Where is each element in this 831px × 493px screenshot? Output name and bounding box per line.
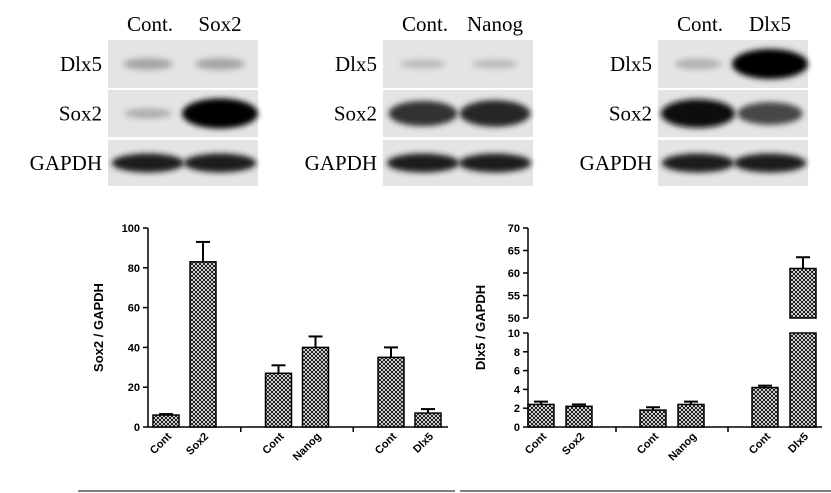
bar	[565, 405, 593, 428]
band	[661, 153, 735, 173]
band	[124, 108, 172, 119]
y-tick-label: 50	[508, 313, 520, 325]
band	[733, 153, 807, 173]
x-tick-label: Cont	[523, 430, 549, 456]
band	[674, 58, 722, 70]
band	[388, 100, 458, 127]
x-tick-label: Cont	[635, 430, 661, 456]
row-label: Sox2	[59, 102, 102, 126]
band	[458, 153, 532, 173]
row-label: Sox2	[609, 102, 652, 126]
y-tick-label: 20	[128, 382, 140, 394]
x-tick-label: Nanog	[291, 431, 324, 464]
y-tick-label: 10	[508, 328, 520, 340]
y-tick-label: 65	[508, 246, 520, 258]
band	[400, 59, 446, 69]
x-tick-label: Dlx5	[786, 431, 811, 456]
y-tick-label: 80	[128, 263, 140, 275]
bar	[301, 346, 330, 428]
band	[386, 153, 460, 173]
x-tick-label: Dlx5	[411, 431, 436, 456]
bar	[189, 261, 217, 428]
row-label: Dlx5	[60, 52, 102, 76]
blots: Cont. Sox2 Dlx5 Sox2 GAPDH Cont. Nanog Dlx5 Sox2…	[30, 12, 808, 186]
y-tick-label: 0	[134, 422, 140, 434]
band	[195, 58, 245, 70]
lane-label: Cont.	[677, 12, 723, 36]
row-label: GAPDH	[30, 151, 102, 175]
bar	[677, 403, 705, 428]
lane-label: Dlx5	[749, 12, 791, 36]
y-tick-label: 8	[514, 347, 520, 359]
band	[123, 58, 173, 70]
x-tick-label: Nanog	[666, 431, 699, 464]
y-tick-label: 6	[514, 366, 520, 378]
bar	[639, 409, 667, 428]
row-label: GAPDH	[580, 151, 652, 175]
y-tick-label: 60	[128, 303, 140, 315]
y-tick-label: 40	[128, 342, 140, 354]
x-tick-label: Cont	[373, 430, 399, 456]
band	[182, 98, 258, 129]
bar	[377, 356, 405, 428]
bar	[789, 332, 817, 428]
row-label: GAPDH	[305, 151, 377, 175]
lane-label: Cont.	[127, 12, 173, 36]
lane-label: Sox2	[198, 12, 241, 36]
row-label: Dlx5	[335, 52, 377, 76]
x-tick-label: Cont	[747, 430, 773, 456]
y-tick-label: 2	[514, 403, 520, 415]
bar	[152, 414, 180, 428]
y-tick-label: 4	[514, 384, 521, 396]
y-tick-label: 70	[508, 223, 520, 235]
bar	[789, 267, 817, 319]
x-tick-label: Cont	[260, 430, 286, 456]
x-tick-label: Sox2	[560, 431, 587, 458]
band	[459, 100, 531, 127]
band	[472, 59, 518, 69]
y-axis-label: Sox2 / GAPDH	[91, 283, 106, 372]
y-axis-label: Dlx5 / GAPDH	[473, 285, 488, 370]
row-label: Sox2	[334, 102, 377, 126]
bar	[751, 386, 779, 428]
lane-label: Cont.	[402, 12, 448, 36]
y-tick-label: 0	[514, 422, 520, 434]
y-tick-label: 100	[122, 223, 140, 235]
x-tick-label: Sox2	[184, 431, 211, 458]
bar	[264, 372, 293, 428]
band	[183, 153, 257, 173]
bar	[414, 412, 442, 428]
lane-label: Nanog	[467, 12, 523, 36]
x-tick-label: Cont	[148, 430, 174, 456]
y-tick-label: 55	[508, 291, 520, 303]
band	[732, 49, 808, 79]
bar	[527, 403, 555, 428]
band	[660, 99, 736, 128]
row-label: Dlx5	[610, 52, 652, 76]
band	[111, 153, 185, 173]
y-tick-label: 60	[508, 268, 520, 280]
band	[737, 102, 803, 125]
